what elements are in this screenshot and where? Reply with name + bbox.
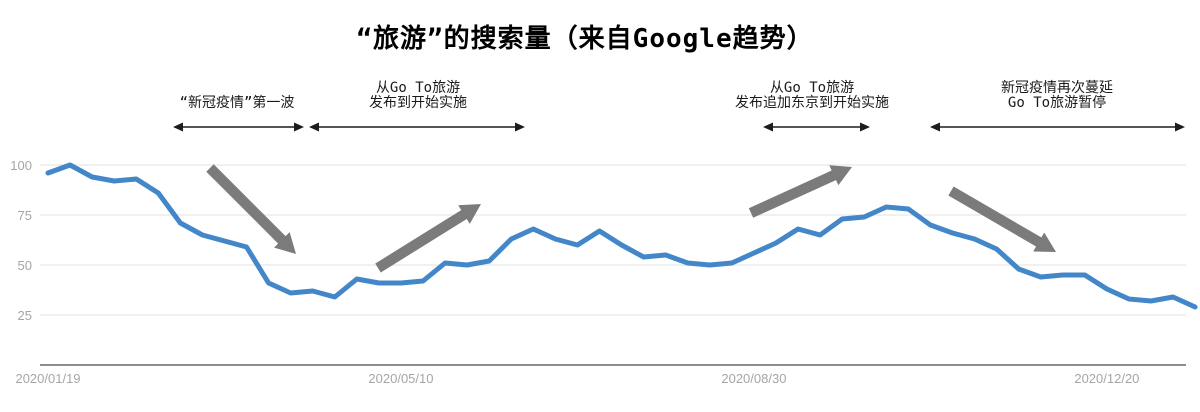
trend-arrow-up-head xyxy=(829,165,852,186)
annotation-text: “新冠疫情”第一波 xyxy=(179,94,295,111)
trend-arrow-down-head xyxy=(1033,232,1056,252)
period-arrow-right-head xyxy=(515,122,525,132)
y-axis-tick-label: 25 xyxy=(17,308,32,323)
trend-arrow-down-head xyxy=(274,232,296,254)
x-axis-tick-label: 2020/05/10 xyxy=(368,371,434,386)
chart-title: “旅游”的搜索量（来自Google趋势） xyxy=(356,24,814,54)
period-arrow-left-head xyxy=(930,122,940,132)
trend-arrow-up-head xyxy=(458,204,481,224)
trend-line xyxy=(45,162,1198,310)
y-axis-tick-label: 50 xyxy=(17,258,32,273)
trend-arrow-up-body xyxy=(748,169,839,218)
x-axis-tick-label: 2020/08/30 xyxy=(721,371,787,386)
y-axis-tick-label: 75 xyxy=(17,208,32,223)
period-arrow-left-head xyxy=(173,122,183,132)
period-arrow-left-head xyxy=(763,122,773,132)
trend-arrow-up-body xyxy=(375,208,470,273)
period-arrow-right-head xyxy=(1175,122,1185,132)
period-arrow-left-head xyxy=(309,122,319,132)
x-axis-tick-label: 2020/12/20 xyxy=(1074,371,1140,386)
y-axis-tick-label: 100 xyxy=(10,158,32,173)
x-axis-tick-label: 2020/01/19 xyxy=(15,371,81,386)
trend-arrow-down-body xyxy=(948,186,1044,248)
annotation-text: 从Go To旅游 发布追加东京到开始实施 xyxy=(735,80,889,111)
annotation-text: 新冠疫情再次蔓延 Go To旅游暂停 xyxy=(1001,80,1113,111)
trend-arrow-down-body xyxy=(206,164,288,246)
annotation-text: 从Go To旅游 发布到开始实施 xyxy=(369,80,467,111)
period-arrow-right-head xyxy=(860,122,870,132)
period-arrow-right-head xyxy=(294,122,304,132)
